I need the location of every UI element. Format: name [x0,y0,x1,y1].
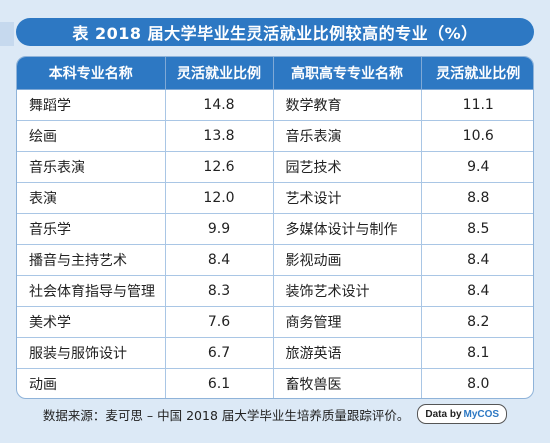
cell-vocational-major: 园艺技术 [272,151,422,183]
cell-bachelor-major: 音乐表演 [17,151,166,183]
cell-bachelor-major: 动画 [17,368,166,398]
data-by-badge: Data by MyCOS [417,404,508,424]
cell-vocational-ratio: 8.0 [420,368,533,398]
header-vocational-ratio: 灵活就业比例 [420,57,533,90]
cell-bachelor-major: 舞蹈学 [17,89,166,121]
cell-vocational-major: 数学教育 [272,89,422,121]
cell-vocational-major: 影视动画 [272,244,422,276]
cell-vocational-major: 旅游英语 [272,337,422,369]
cell-vocational-ratio: 8.8 [420,182,533,214]
table-row: 表演 12.0 艺术设计 8.8 [17,182,533,214]
footer: 数据来源：麦可思 – 中国 2018 届大学毕业生培养质量跟踪评价。 Data … [0,400,550,428]
cell-bachelor-major: 绘画 [17,120,166,152]
header-bachelor-ratio: 灵活就业比例 [164,57,274,90]
table-row: 音乐学 9.9 多媒体设计与制作 8.5 [17,213,533,245]
table-row: 社会体育指导与管理 8.3 装饰艺术设计 8.4 [17,275,533,307]
cell-vocational-ratio: 8.1 [420,337,533,369]
cell-bachelor-major: 音乐学 [17,213,166,245]
cell-vocational-major: 畜牧兽医 [272,368,422,398]
table-row: 绘画 13.8 音乐表演 10.6 [17,120,533,152]
title-bar: 表 2018 届大学毕业生灵活就业比例较高的专业（%） [0,0,550,46]
table-row: 美术学 7.6 商务管理 8.2 [17,306,533,338]
cell-bachelor-ratio: 6.1 [164,368,274,398]
data-source-note: 数据来源：麦可思 – 中国 2018 届大学毕业生培养质量跟踪评价。 [42,407,410,423]
cell-vocational-major: 艺术设计 [272,182,422,214]
cell-vocational-major: 装饰艺术设计 [272,275,422,307]
table-header-row: 本科专业名称 灵活就业比例 高职高专专业名称 灵活就业比例 [17,57,533,90]
table-row: 服装与服饰设计 6.7 旅游英语 8.1 [17,337,533,369]
cell-bachelor-major: 美术学 [17,306,166,338]
cell-bachelor-major: 服装与服饰设计 [17,337,166,369]
table-row: 动画 6.1 畜牧兽医 8.0 [17,368,533,398]
cell-bachelor-major: 播音与主持艺术 [17,244,166,276]
title-accent [0,22,14,46]
badge-brand: MyCOS [463,408,500,420]
cell-vocational-ratio: 8.5 [420,213,533,245]
cell-bachelor-ratio: 7.6 [164,306,274,338]
cell-bachelor-ratio: 14.8 [164,89,274,121]
cell-bachelor-ratio: 8.4 [164,244,274,276]
cell-vocational-major: 音乐表演 [272,120,422,152]
cell-vocational-major: 商务管理 [272,306,422,338]
cell-vocational-ratio: 11.1 [420,89,533,121]
table-row: 舞蹈学 14.8 数学教育 11.1 [17,89,533,121]
cell-bachelor-ratio: 6.7 [164,337,274,369]
data-table-container: 本科专业名称 灵活就业比例 高职高专专业名称 灵活就业比例 舞蹈学 14.8 数学教… [16,56,534,399]
cell-vocational-ratio: 8.2 [420,306,533,338]
header-vocational-major: 高职高专专业名称 [272,57,422,90]
cell-vocational-major: 多媒体设计与制作 [272,213,422,245]
table-title: 表 2018 届大学毕业生灵活就业比例较高的专业（%） [16,18,534,46]
cell-vocational-ratio: 10.6 [420,120,533,152]
badge-prefix: Data by [425,408,462,420]
data-table: 本科专业名称 灵活就业比例 高职高专专业名称 灵活就业比例 舞蹈学 14.8 数学教… [17,57,533,398]
table-row: 播音与主持艺术 8.4 影视动画 8.4 [17,244,533,276]
table-row: 音乐表演 12.6 园艺技术 9.4 [17,151,533,183]
cell-bachelor-ratio: 12.6 [164,151,274,183]
cell-bachelor-ratio: 8.3 [164,275,274,307]
cell-vocational-ratio: 8.4 [420,275,533,307]
cell-bachelor-major: 表演 [17,182,166,214]
header-bachelor-major: 本科专业名称 [17,57,166,90]
cell-vocational-ratio: 9.4 [420,151,533,183]
cell-bachelor-ratio: 12.0 [164,182,274,214]
cell-bachelor-ratio: 9.9 [164,213,274,245]
cell-bachelor-ratio: 13.8 [164,120,274,152]
cell-vocational-ratio: 8.4 [420,244,533,276]
cell-bachelor-major: 社会体育指导与管理 [17,275,166,307]
